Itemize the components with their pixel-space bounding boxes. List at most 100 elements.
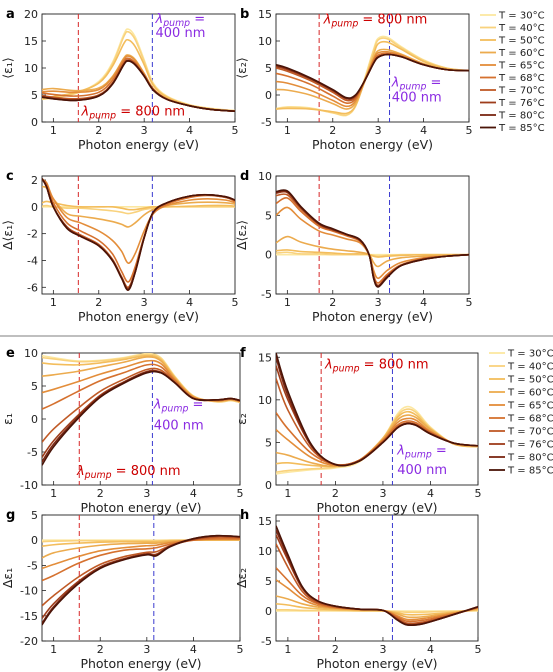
x-tick-label: 2 [97,487,104,500]
y-tick-label: 10 [258,170,272,183]
x-tick-label: 5 [232,124,239,137]
annotation-part: = [190,12,205,27]
pump-wavelength-annotation: 400 nm [156,26,206,41]
y-tick-label: 0 [31,413,38,426]
y-tick-label: 2 [31,174,38,187]
panel-h: 1 2 3 4 5 -5 0 5 10 15 h Photon energy (eV) Δε₂ [234,508,482,671]
annotation-part: λ [391,75,400,90]
x-tick-label: 1 [50,487,57,500]
annotation-part: = [432,443,447,458]
pump-wavelength-annotation: 400 nm [154,419,204,434]
panel-label: f [240,346,246,361]
y-tick-label: 5 [31,89,38,102]
panel-label: a [6,7,15,22]
annotation-part: 400 nm [156,26,206,41]
annotation-part: 400 nm [397,463,447,478]
series-line-9 [42,370,240,463]
legend-entry: T = 80°C [498,111,545,122]
x-tick-label: 1 [284,643,291,656]
y-tick-label: 20 [24,8,38,21]
pump-wavelength-annotation: λpump = [396,443,447,460]
series-line-10 [42,60,235,112]
x-tick-label: 5 [237,643,244,656]
y-tick-label: 5 [31,509,38,522]
y-tick-label: -5 [27,559,38,572]
annotation-part: = 800 nm [358,13,427,28]
y-tick-label: 5 [265,209,272,222]
pump-wavelength-annotation: λpump = 800 nm [76,464,181,481]
x-tick-label: 1 [284,487,291,500]
y-tick-label: 10 [24,347,38,360]
y-tick-label: -5 [27,446,38,459]
legend-entry: T = 68°C [498,73,545,84]
annotation-part: λ [153,397,162,412]
annotation-part: pump [332,363,360,374]
series-line-5 [276,579,478,621]
y-axis-label: ε₁ [0,413,15,425]
legend-entry: T = 65°C [498,61,545,72]
legend-entry: T = 60°C [498,48,545,59]
y-tick-label: -15 [20,610,38,623]
y-tick-label: -5 [261,288,272,301]
annotation-part: λ [76,464,85,479]
annotation-part: pump [161,403,189,414]
annotation-part: = 800 nm [116,105,185,120]
x-tick-label: 3 [143,487,150,500]
y-axis-label: ⟨ε₂⟩ [234,57,249,79]
legend-entry: T = 50°C [498,36,545,47]
plot-frame [275,352,479,486]
annotation-part: pump [399,81,427,92]
x-tick-label: 5 [237,487,244,500]
y-tick-label: -5 [261,635,272,648]
series-line-10 [276,525,478,626]
plot-frame [275,514,479,642]
y-axis-label: ⟨ε₁⟩ [0,57,15,79]
pump-wavelength-annotation: λpump = [155,12,206,29]
x-tick-label: 3 [141,124,148,137]
series-line-10 [42,178,235,291]
annotation-part: = [426,75,441,90]
legend-entry: T = 70°C [498,86,545,97]
legend-entry: T = 60°C [507,388,553,399]
y-axis-label: ε₂ [234,413,249,425]
panel-label: d [240,169,249,184]
x-tick-label: 4 [427,487,434,500]
x-tick-label: 1 [50,296,57,309]
y-tick-label: 0 [265,479,272,492]
annotation-part: = 800 nm [112,464,181,479]
panel-d: 1 2 3 4 5 -5 0 5 10 d Photon energy (eV) Δ⟨ε₂⟩ [234,169,473,324]
x-tick-label: 4 [190,487,197,500]
annotation-part: pump [162,18,190,29]
x-tick-label: 3 [141,296,148,309]
y-tick-label: 5 [265,575,272,588]
panel-label: g [6,508,15,523]
series-line-4 [42,54,235,112]
legend-entry: T = 40°C [507,362,553,373]
legend-entry: T = 80°C [507,453,553,464]
legend-entry: T = 30°C [498,11,545,22]
x-axis-label: Photon energy (eV) [80,500,201,515]
x-tick-label: 1 [284,296,291,309]
pump-wavelength-annotation: λpump = 800 nm [81,105,186,122]
legend-entry: T = 76°C [498,98,545,109]
x-axis-label: Photon energy (eV) [312,137,433,152]
panel-g: 1 2 3 4 5 -20 -15 -10 -5 0 5 g Photon energy (eV) Δε₁ [0,508,244,671]
x-tick-label: 2 [332,643,339,656]
x-tick-label: 5 [475,487,482,500]
y-tick-label: 0 [31,534,38,547]
series-line-4 [42,185,235,228]
x-tick-label: 5 [466,124,473,137]
y-tick-label: -2 [27,228,38,241]
y-tick-label: 5 [265,62,272,75]
legend-entry: T = 76°C [507,440,553,451]
plot-frame [41,175,236,295]
y-tick-label: -20 [20,635,38,648]
y-tick-label: 10 [258,394,272,407]
annotation-part: 400 nm [392,90,442,105]
y-tick-label: 10 [24,62,38,75]
pump-wavelength-annotation: λpump = [391,75,442,92]
x-tick-label: 2 [332,487,339,500]
y-tick-label: 10 [258,545,272,558]
